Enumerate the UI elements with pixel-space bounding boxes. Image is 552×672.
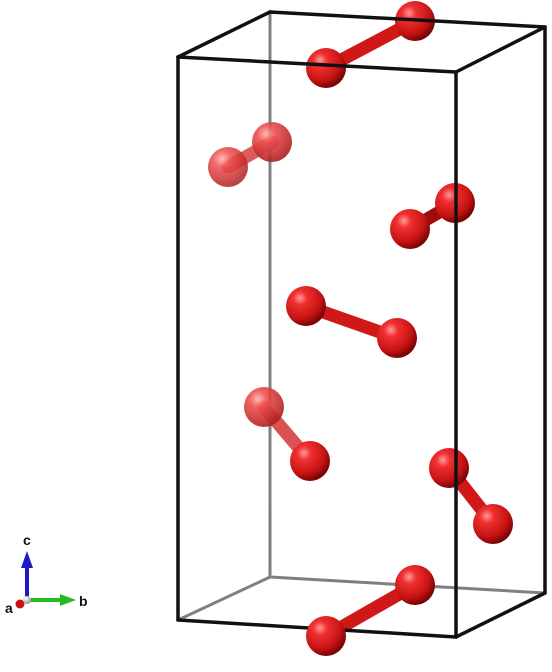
oxygen-atom[interactable] [252,122,292,162]
cell-edge [176,55,458,74]
cell-edge [176,10,272,59]
oxygen-atom[interactable] [244,387,284,427]
c-axis-arrow [21,551,33,568]
cell-edge [177,575,271,622]
molecule-upper-right[interactable] [390,183,475,249]
molecule-upper-left[interactable] [208,122,292,187]
oxygen-atom[interactable] [306,616,346,656]
axis-origin [23,596,31,604]
molecule-lower-right[interactable] [429,448,513,544]
oxygen-atom[interactable] [286,286,326,326]
oxygen-atom[interactable] [306,48,346,88]
oxygen-atom[interactable] [395,565,435,605]
oxygen-atom[interactable] [429,448,469,488]
oxygen-atom[interactable] [377,318,417,358]
c-axis-label: c [23,532,31,548]
oxygen-atom[interactable] [208,147,248,187]
oxygen-atom[interactable] [473,504,513,544]
b-axis-label: b [79,593,88,609]
a-axis-marker [15,599,25,609]
cell-edge [454,591,547,639]
a-axis-label: a [5,600,13,616]
molecule-center[interactable] [286,286,417,358]
oxygen-atom[interactable] [290,441,330,481]
b-axis-arrow [60,594,76,606]
cell-edge [454,25,547,74]
molecule-lower-left[interactable] [244,387,330,481]
axis-indicator: c b a [5,532,88,616]
oxygen-atom[interactable] [390,209,430,249]
cell-edge [268,10,547,29]
unit-cell-front [176,10,547,639]
